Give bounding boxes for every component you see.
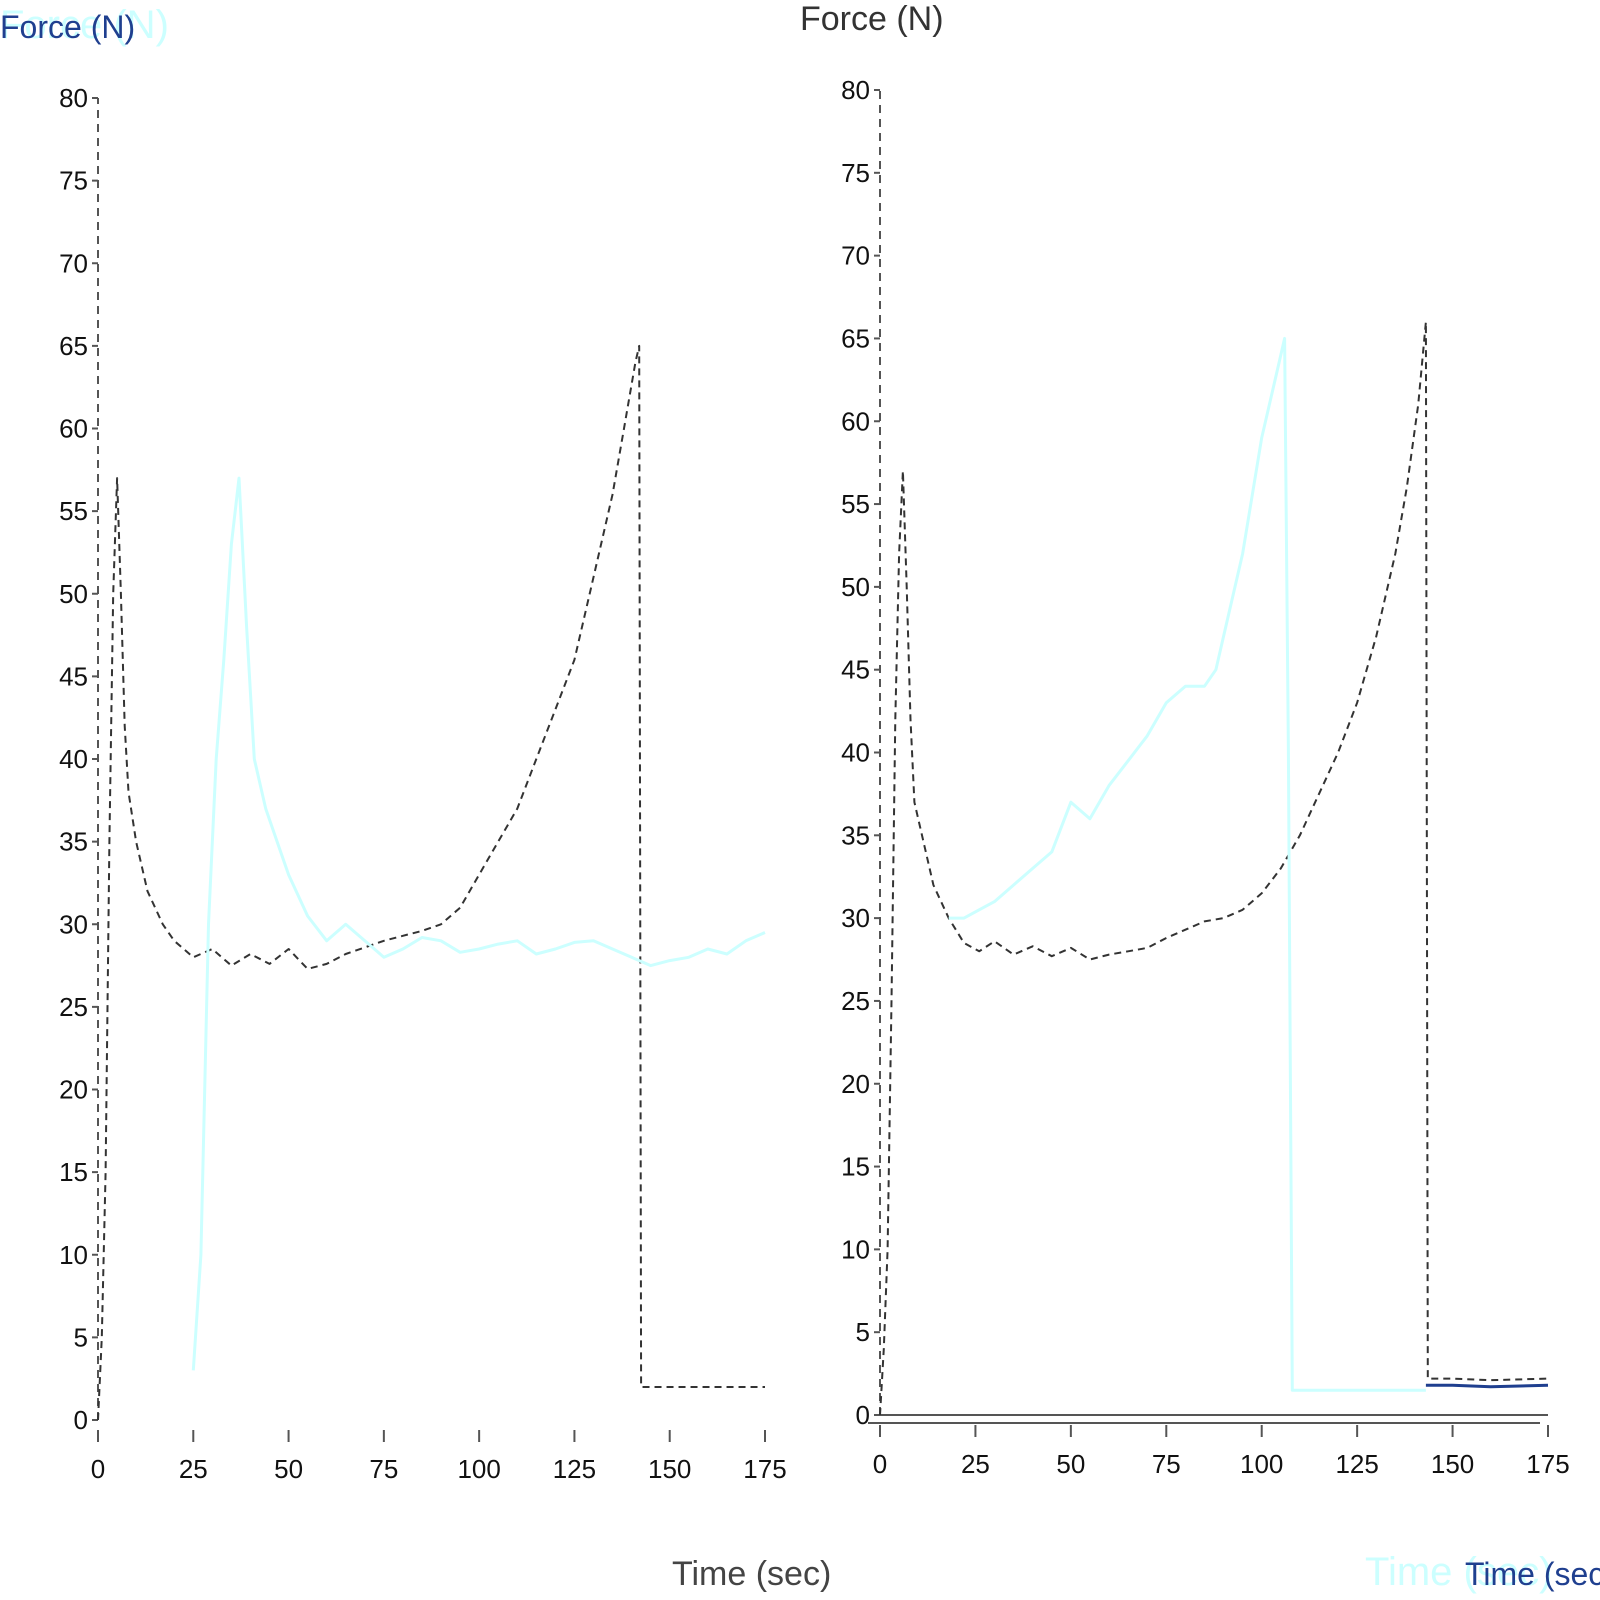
x-tick-label: 75 [1152,1449,1181,1479]
series-line-0 [97,344,765,1421]
y-tick-label: 15 [59,1157,88,1187]
y-tick-label: 70 [841,241,870,271]
x-tick-label: 0 [873,1449,887,1479]
y-tick-label: 30 [59,909,88,939]
y-tick-label: 65 [59,331,88,361]
y-tick-label: 55 [59,496,88,526]
x-tick-label: 0 [91,1454,105,1484]
x-tick-label: 75 [369,1454,398,1484]
y-tick-label: 55 [841,489,870,519]
series-line-2 [1425,1383,1549,1389]
y-tick-label: 50 [59,579,88,609]
x-tick-label: 150 [648,1454,691,1484]
y-tick-label: 75 [59,166,88,196]
series-line-1 [948,336,1426,1392]
y-axis-title-cyan: Force (N) [0,3,169,47]
y-tick-label: 75 [841,158,870,188]
y-tick-label: 60 [841,406,870,436]
y-tick-label: 80 [59,83,88,113]
y-tick-label: 0 [74,1405,88,1435]
series-line-0 [879,320,1549,1416]
y-tick-label: 45 [841,655,870,685]
y-tick-label: 35 [59,827,88,857]
y-tick-label: 25 [841,986,870,1016]
y-axis-title: Force (N) [0,9,135,45]
x-axis-title-cyan: Time (sec) [1365,1550,1552,1594]
y-tick-label: 40 [59,744,88,774]
x-axis-title: Time (sec) [1465,1556,1600,1592]
y-tick-label: 20 [59,1075,88,1105]
y-tick-label: 40 [841,738,870,768]
x-tick-label: 150 [1431,1449,1474,1479]
series-line-1 [191,476,766,1371]
right-chart-panel: Force (N) Time (sec) Time (sec) 0 5 10 15 20… [800,0,1600,1594]
y-tick-label: 65 [841,323,870,353]
x-tick-label: 25 [961,1449,990,1479]
y-tick-label: 20 [841,1069,870,1099]
y-tick-label: 80 [841,75,870,105]
y-tick-label: 35 [841,820,870,850]
x-tick-label: 100 [1240,1449,1283,1479]
x-tick-label: 25 [179,1454,208,1484]
y-tick-label: 5 [856,1317,870,1347]
y-tick-label: 60 [59,414,88,444]
y-tick-label: 70 [59,248,88,278]
x-tick-label: 50 [274,1454,303,1484]
x-tick-label: 125 [1335,1449,1378,1479]
y-tick-label: 0 [856,1400,870,1430]
x-tick-label: 175 [743,1454,786,1484]
left-chart-panel: Force (N) Force (N) Time (sec) 051015202… [0,3,831,1593]
y-tick-label: 10 [841,1234,870,1264]
x-tick-label: 50 [1056,1449,1085,1479]
y-tick-label: 10 [59,1240,88,1270]
y-tick-label: 30 [841,903,870,933]
x-axis-title: Time (sec) [672,1555,831,1593]
y-tick-label: 15 [841,1152,870,1182]
x-tick-label: 175 [1526,1449,1569,1479]
y-tick-label: 25 [59,992,88,1022]
y-tick-label: 50 [841,572,870,602]
x-tick-label: 125 [553,1454,596,1484]
y-tick-label: 45 [59,661,88,691]
y-axis-title: Force (N) [800,0,944,38]
x-tick-label: 100 [457,1454,500,1484]
y-tick-label: 5 [74,1322,88,1352]
